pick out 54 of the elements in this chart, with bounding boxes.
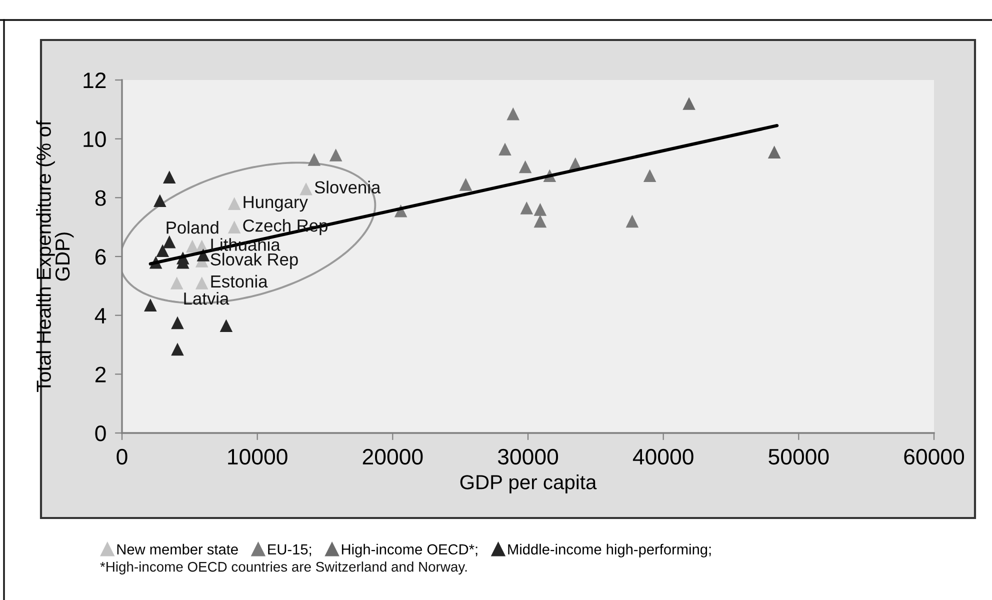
point — [768, 146, 781, 158]
point — [171, 342, 184, 356]
legend-label: Middle-income high-performing; — [508, 544, 711, 558]
point — [156, 244, 169, 258]
x-tick-label: 60000 — [904, 448, 964, 465]
point — [506, 107, 520, 120]
x-tick-label: 10000 — [228, 448, 288, 465]
point — [682, 97, 696, 110]
x-tick-label: 0 — [116, 448, 128, 465]
point — [498, 142, 512, 156]
y-tick-label: 8 — [95, 190, 106, 206]
annotation: Slovak Rep — [210, 252, 298, 270]
y-axis-title: Total Health Expenditure (% of GDP) — [36, 120, 74, 392]
annotation: Slovenia — [314, 180, 381, 194]
legend-label: High-income OECD*; — [342, 544, 478, 558]
x-axis-title: GDP per capita — [460, 474, 597, 494]
y-tick-label: 2 — [95, 366, 106, 382]
legend-label: EU-15; — [268, 544, 312, 556]
point — [308, 153, 321, 166]
y-tick-label: 12 — [84, 72, 106, 88]
x-tick-label: 50000 — [768, 448, 829, 465]
point — [228, 197, 241, 210]
point — [228, 220, 241, 234]
point — [153, 194, 166, 208]
x-tick-label: 40000 — [632, 448, 694, 465]
annotation: Latvia — [184, 292, 230, 305]
point — [162, 170, 176, 184]
x-tick-label: 20000 — [362, 448, 423, 465]
annotation: Estonia — [211, 274, 268, 288]
point — [459, 178, 472, 191]
annotation: Poland — [166, 221, 218, 234]
point — [643, 169, 656, 182]
point — [186, 240, 199, 253]
point — [626, 214, 639, 228]
point — [300, 182, 312, 196]
annotation: Hungary — [244, 196, 308, 212]
point — [520, 202, 534, 214]
point — [195, 276, 208, 290]
point — [162, 235, 176, 248]
legend-label: New member state — [117, 544, 238, 555]
point — [518, 160, 532, 174]
point — [534, 214, 547, 228]
point — [220, 319, 233, 332]
point — [144, 298, 157, 312]
text: *High-income OECD countries are Switzerland and Norway. — [100, 562, 467, 574]
x-tick-label: 30000 — [498, 448, 558, 465]
point — [170, 276, 184, 290]
y-tick-label: 0 — [95, 426, 106, 442]
y-tick-label: 4 — [94, 308, 106, 324]
y-tick-label: 10 — [84, 131, 106, 148]
y-tick-label: 6 — [95, 249, 106, 265]
point — [329, 148, 342, 162]
point — [534, 203, 547, 216]
point — [171, 316, 184, 330]
